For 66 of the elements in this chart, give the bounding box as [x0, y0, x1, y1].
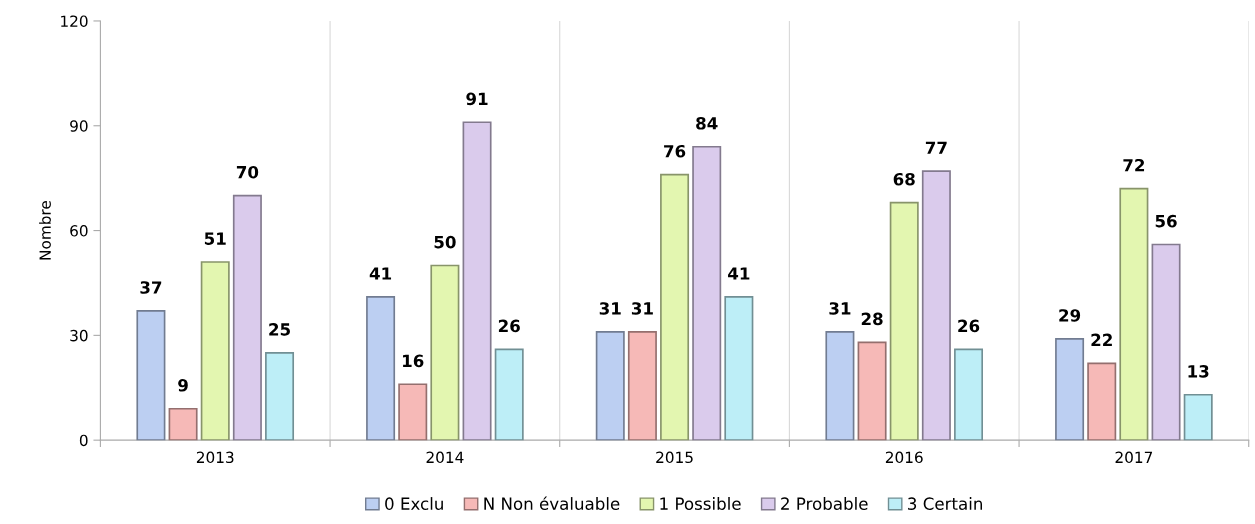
- y-tick-label: 90: [70, 120, 88, 132]
- bar: [398, 383, 428, 441]
- data-label: 25: [269, 323, 290, 336]
- y-tick-label: 0: [79, 434, 88, 447]
- bar: [168, 407, 198, 441]
- bar: [200, 261, 230, 441]
- bar: [595, 331, 625, 441]
- bar: [1055, 338, 1085, 441]
- data-label: 31: [829, 302, 851, 315]
- data-label: 9: [178, 379, 188, 392]
- bar: [430, 264, 460, 441]
- bar: [494, 348, 524, 441]
- bar: [1119, 187, 1149, 441]
- data-label: 72: [1123, 158, 1145, 172]
- data-label: 84: [696, 117, 718, 130]
- bar: [265, 351, 295, 441]
- bar: [462, 121, 492, 441]
- data-label: 91: [466, 92, 488, 106]
- x-tick-label: 2015: [656, 451, 693, 464]
- x-tick-label: 2017: [1115, 451, 1153, 464]
- data-label: 50: [434, 235, 456, 249]
- bar: [692, 145, 722, 441]
- data-label: 70: [236, 165, 259, 179]
- x-tick-label: 2014: [426, 451, 464, 464]
- bar: [627, 331, 657, 441]
- bar: [825, 331, 855, 441]
- legend-label: N Non évaluable: [484, 496, 620, 510]
- legend-label: 2 Probable: [781, 497, 868, 510]
- data-label: 16: [403, 354, 424, 368]
- bar: [366, 296, 396, 441]
- bar: [857, 341, 887, 441]
- bar: [1087, 362, 1117, 441]
- bar: [889, 201, 919, 441]
- data-label: 77: [925, 141, 947, 154]
- bar: [954, 348, 984, 441]
- data-label: 22: [1091, 333, 1112, 346]
- y-tick-label: 120: [61, 15, 88, 27]
- bar: [232, 194, 262, 441]
- y-tick-label: 30: [70, 329, 88, 342]
- legend-label: 1 Possible: [660, 497, 741, 510]
- legend-label: 3 Certain: [908, 497, 982, 510]
- data-label: 31: [631, 302, 653, 315]
- bar: [660, 173, 690, 441]
- y-tick-label: 60: [70, 225, 88, 237]
- y-axis-title: Nombre: [39, 201, 51, 260]
- bar: [921, 170, 951, 441]
- data-label: 51: [204, 232, 226, 245]
- data-label: 41: [369, 267, 392, 280]
- x-tick-label: 2013: [196, 451, 234, 464]
- data-label: 28: [861, 312, 883, 326]
- legend-label: 0 Exclu: [385, 497, 443, 510]
- data-label: 41: [728, 267, 750, 280]
- bar: [724, 296, 754, 441]
- data-label: 68: [893, 172, 915, 186]
- data-label: 26: [498, 319, 520, 333]
- bar: [1151, 243, 1181, 441]
- data-label: 76: [664, 144, 686, 158]
- x-tick-label: 2016: [885, 451, 923, 464]
- bar: [136, 310, 166, 441]
- bar: [1183, 393, 1213, 441]
- data-label: 56: [1155, 214, 1177, 228]
- data-label: 29: [1059, 309, 1081, 322]
- data-label: 26: [958, 319, 980, 333]
- data-label: 37: [140, 281, 162, 294]
- data-label: 13: [1188, 365, 1209, 378]
- data-label: 31: [599, 302, 621, 315]
